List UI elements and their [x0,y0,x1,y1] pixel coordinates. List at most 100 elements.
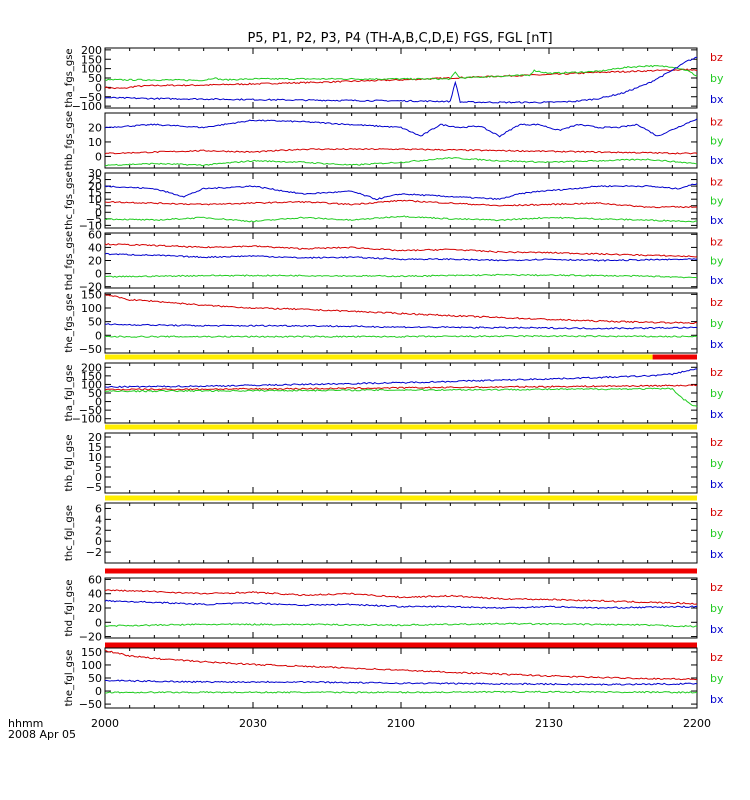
series-line-bx [104,368,698,388]
series-line-by [104,64,698,82]
y-axis-label: thb_fgl_gse [64,435,75,492]
x-corner-label-time: hhmm [8,717,43,730]
y-axis-label: thc_fgl_gse [64,505,75,561]
series-line-bz [104,242,698,258]
legend-label-by: by [710,317,724,330]
legend-label-bz: bz [710,581,723,594]
series-line-by [105,215,698,223]
y-tick-label: 150 [81,646,102,659]
y-tick-label: −20 [79,281,102,294]
series-line-bz [104,649,698,681]
series-line-bx [104,599,698,610]
y-tick-label: 30 [88,167,102,180]
legend-label-bz: bz [710,651,723,664]
y-tick-label: 50 [88,672,102,685]
legend-label-bz: bz [710,506,723,519]
y-tick-label: 40 [88,588,102,601]
legend-label-bx: bx [710,154,724,167]
y-tick-label: 150 [81,53,102,66]
legend-label-bz: bz [710,115,723,128]
legend-label-bz: bz [710,51,723,64]
legend-label-by: by [710,527,724,540]
y-tick-label: 50 [88,316,102,329]
panel-frame [104,362,698,424]
legend-label-bx: bx [710,214,724,227]
y-tick-label: 6 [95,502,102,515]
series-line-bz [104,294,698,324]
y-tick-label: 15 [88,187,102,200]
panel-frame [104,232,698,289]
y-tick-label: 150 [81,370,102,383]
series-line-by [104,273,697,279]
legend-label-bx: bx [710,408,724,421]
legend-label-bx: bx [710,693,724,706]
legend-label-by: by [710,72,724,85]
series-line-by [104,156,698,167]
x-tick-label: 2200 [683,717,711,730]
y-tick-label: 100 [81,302,102,315]
legend-label-bx: bx [710,548,724,561]
y-tick-label: 15 [88,441,102,454]
series-line-bx [104,679,698,686]
status-bar-segment [105,495,697,501]
y-axis-label: thb_fgs_gse [64,111,75,170]
y-tick-label: 0 [95,206,102,219]
legend-label-bx: bx [710,478,724,491]
legend-label-by: by [710,457,724,470]
x-tick-label: 2030 [239,717,267,730]
y-tick-label: 50 [88,387,102,400]
legend-label-bx: bx [710,338,724,351]
x-corner-label-date: 2008 Apr 05 [8,728,76,741]
y-tick-label: 60 [88,573,102,586]
legend-label-bz: bz [710,235,723,248]
panel-frame [104,292,698,354]
status-bar-segment [105,642,697,648]
series-line-bx [104,323,698,330]
y-tick-label: −50 [79,404,102,417]
y-tick-label: 10 [88,136,102,149]
series-line-by [104,334,698,338]
panel-2: 20 100 thb_fgs_gse bz by bx [64,111,724,170]
y-tick-label: 2 [95,524,102,537]
y-tick-label: 100 [81,378,102,391]
series-line-bz [104,199,698,209]
series-line-by [104,387,698,408]
series-line-bx [104,56,697,104]
y-axis-label: tha_fgl_gse [64,365,75,422]
legend-label-bx: bx [710,93,724,106]
y-tick-label: 100 [81,659,102,672]
chart-title: P5, P1, P2, P3, P4 (TH-A,B,C,D,E) FGS, F… [247,31,552,46]
y-tick-label: 150 [81,288,102,301]
status-bar-segment [105,568,697,574]
y-tick-label: 0 [95,471,102,484]
y-tick-label: 200 [81,361,102,374]
y-tick-label: −5 [86,481,102,494]
y-tick-label: 0 [95,396,102,409]
y-tick-label: 20 [88,255,102,268]
series-line-by [105,690,698,694]
x-tick-label: 2000 [91,717,119,730]
y-axis-label: thc_fgs_gse [64,171,75,230]
legend-label-by: by [710,195,724,208]
y-tick-label: −100 [72,413,102,426]
y-tick-label: 0 [95,81,102,94]
y-tick-label: 50 [88,72,102,85]
y-tick-label: 0 [95,150,102,163]
y-tick-label: 0 [95,685,102,698]
y-axis-label: the_fgl_gse [64,650,75,707]
y-tick-label: 10 [88,451,102,464]
status-bar-segment [105,424,697,430]
y-tick-label: 20 [88,180,102,193]
y-tick-label: 10 [88,193,102,206]
x-tick-label: 2130 [535,717,563,730]
y-tick-label: 60 [88,228,102,241]
series-line-by [104,622,698,628]
y-tick-label: −10 [79,219,102,232]
y-tick-label: 20 [88,602,102,615]
legend-label-by: by [710,135,724,148]
y-axis-label: thd_fgl_gse [64,580,75,637]
